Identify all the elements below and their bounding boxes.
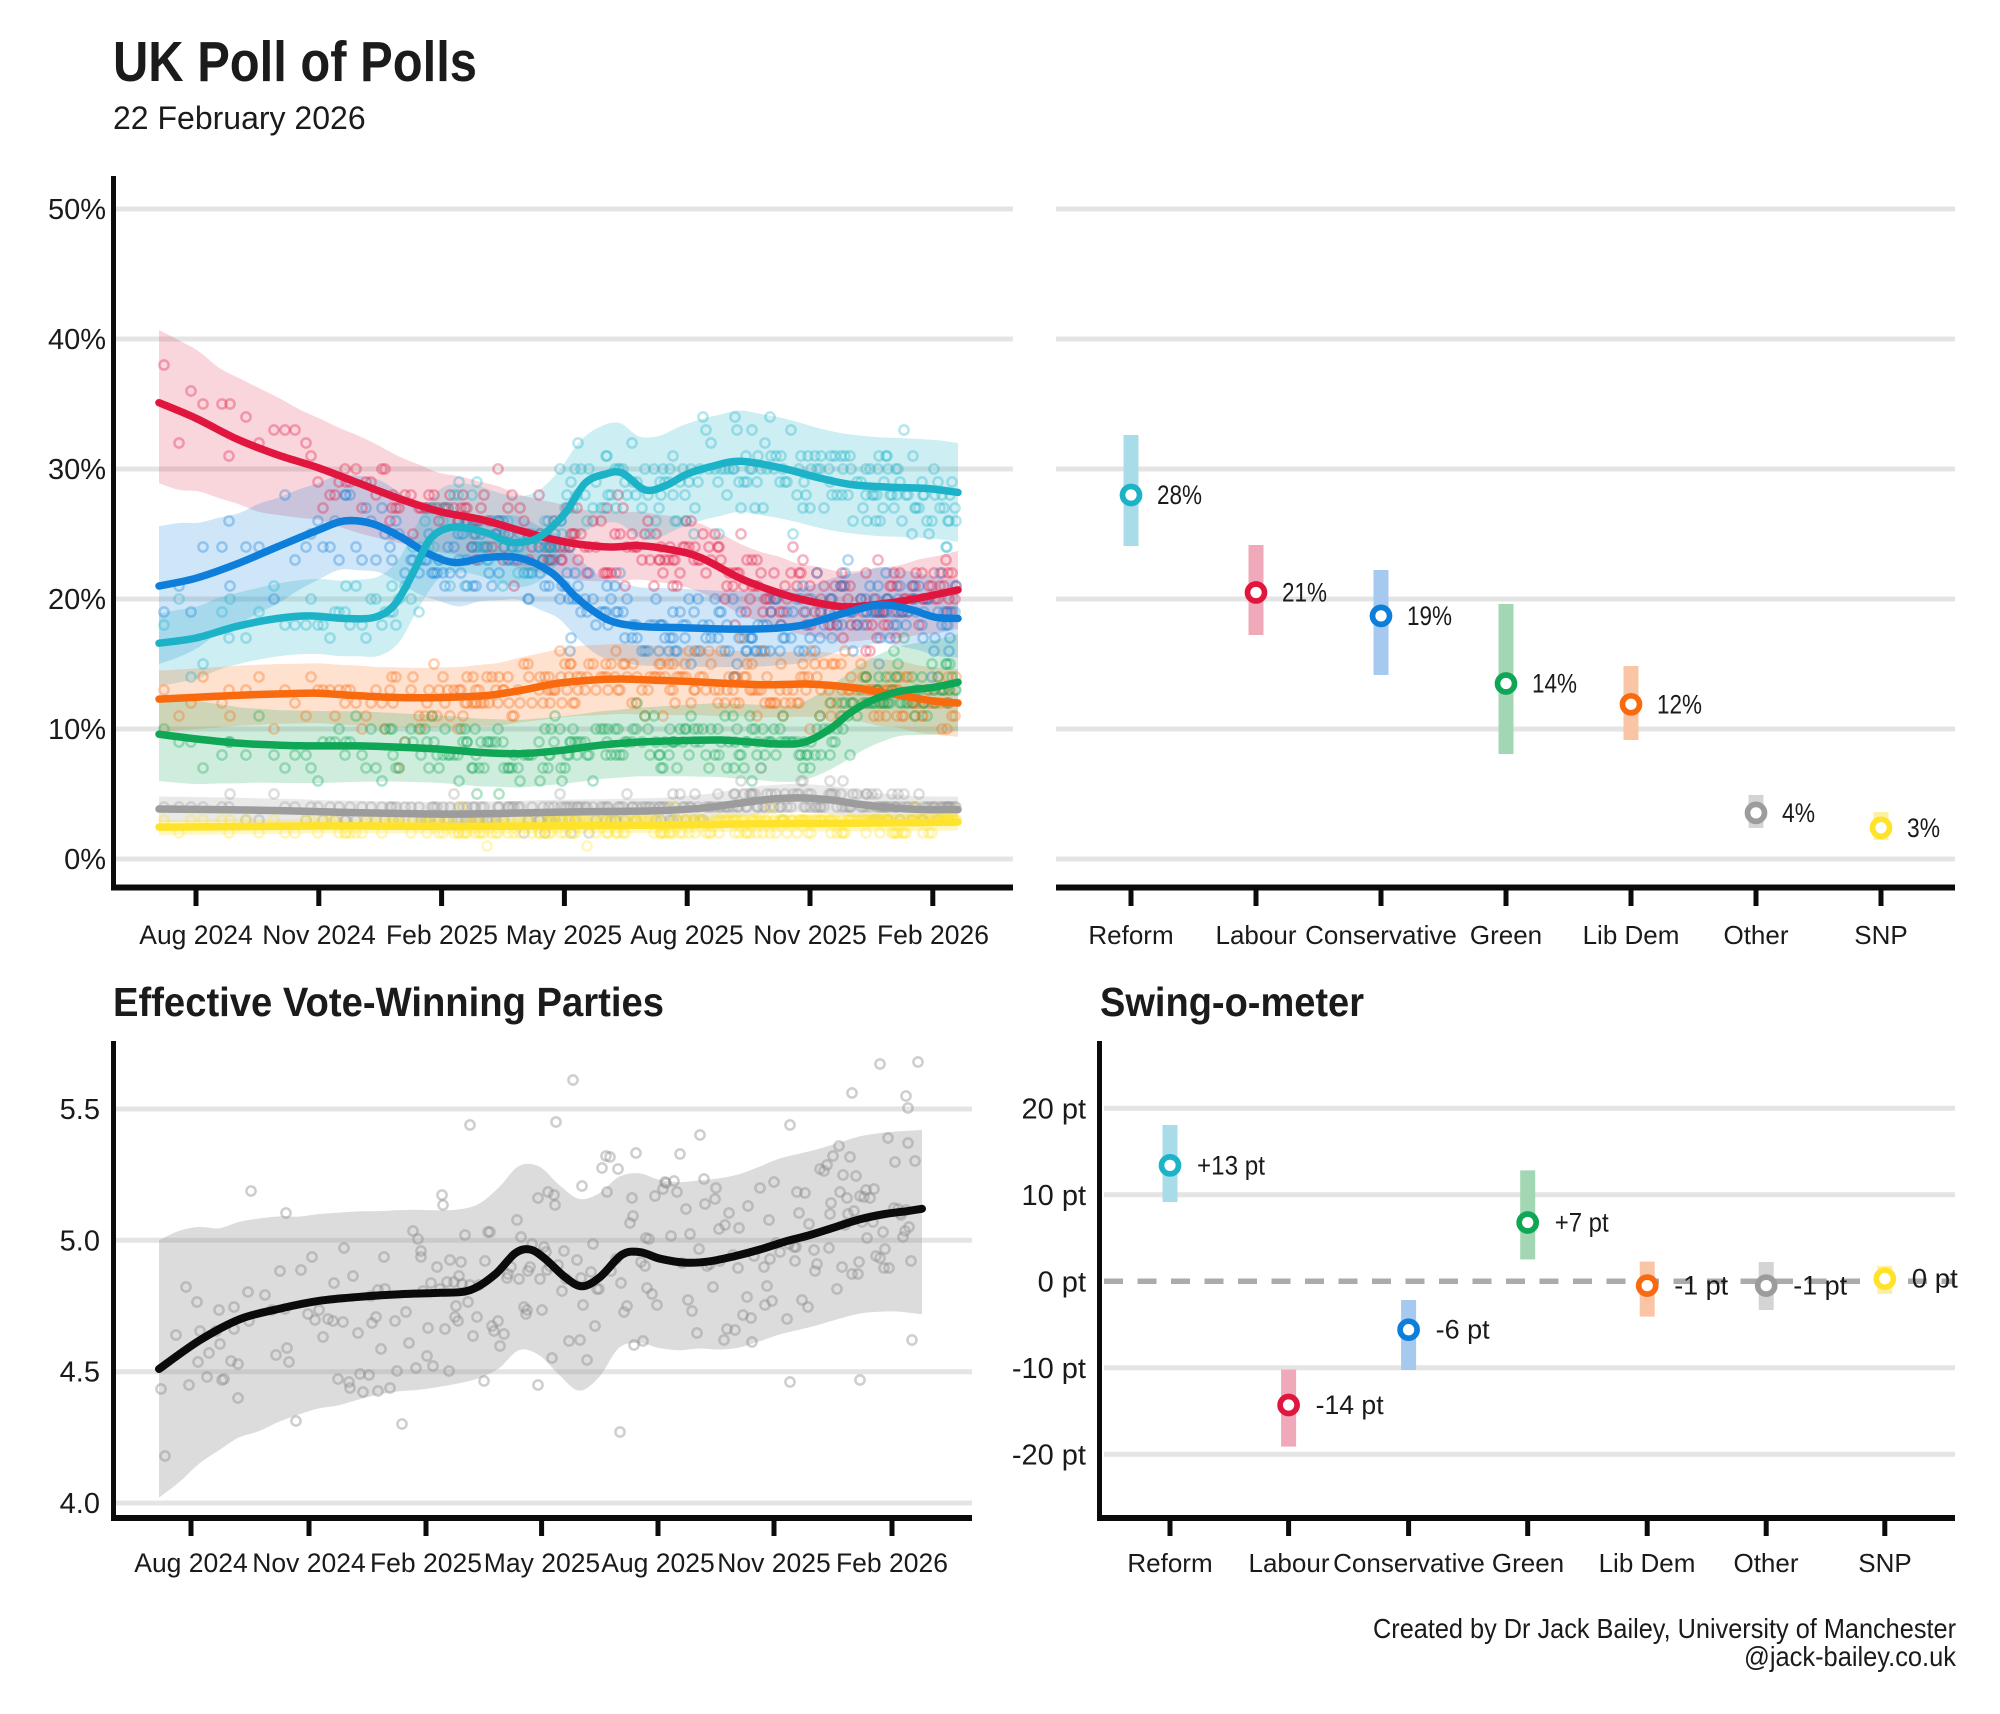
svg-text:Aug 2025: Aug 2025 (601, 1548, 714, 1578)
svg-text:-6 pt: -6 pt (1436, 1315, 1490, 1345)
svg-text:20 pt: 20 pt (1022, 1093, 1087, 1125)
svg-text:-10 pt: -10 pt (1012, 1353, 1086, 1385)
svg-text:Conservative: Conservative (1305, 920, 1457, 950)
svg-text:May 2025: May 2025 (484, 1548, 600, 1578)
svg-text:20%: 20% (48, 584, 106, 616)
svg-text:0 pt: 0 pt (1912, 1264, 1958, 1294)
svg-text:10%: 10% (48, 714, 106, 746)
svg-text:4.0: 4.0 (60, 1488, 100, 1520)
svg-text:Other: Other (1733, 1548, 1798, 1578)
svg-text:12%: 12% (1657, 689, 1702, 719)
svg-text:5.5: 5.5 (60, 1094, 100, 1126)
svg-text:40%: 40% (48, 324, 106, 356)
svg-text:22 February 2026: 22 February 2026 (113, 100, 366, 136)
svg-text:UK Poll of Polls: UK Poll of Polls (113, 30, 477, 94)
svg-text:-1 pt: -1 pt (1674, 1271, 1728, 1301)
svg-text:5.0: 5.0 (60, 1225, 100, 1257)
svg-text:Lib Dem: Lib Dem (1599, 1548, 1696, 1578)
svg-text:-14 pt: -14 pt (1316, 1390, 1384, 1420)
svg-text:Labour: Labour (1216, 920, 1297, 950)
svg-text:Feb 2026: Feb 2026 (836, 1548, 948, 1578)
svg-text:-20 pt: -20 pt (1012, 1439, 1086, 1471)
svg-text:Feb 2026: Feb 2026 (877, 920, 989, 950)
svg-text:4%: 4% (1782, 798, 1815, 828)
svg-text:14%: 14% (1532, 669, 1577, 699)
svg-text:Effective Vote-Winning Parties: Effective Vote-Winning Parties (113, 979, 664, 1025)
svg-text:Reform: Reform (1127, 1548, 1212, 1578)
svg-text:-1 pt: -1 pt (1793, 1271, 1847, 1301)
svg-text:Created by Dr Jack Bailey, Uni: Created by Dr Jack Bailey, University of… (1373, 1613, 1956, 1644)
svg-text:Lib Dem: Lib Dem (1583, 920, 1680, 950)
svg-text:10 pt: 10 pt (1022, 1180, 1087, 1212)
svg-text:0 pt: 0 pt (1038, 1266, 1086, 1298)
svg-text:+7 pt: +7 pt (1555, 1208, 1609, 1238)
svg-text:Labour: Labour (1249, 1548, 1330, 1578)
svg-text:30%: 30% (48, 454, 106, 486)
svg-text:SNP: SNP (1858, 1548, 1911, 1578)
svg-text:Reform: Reform (1088, 920, 1173, 950)
svg-text:28%: 28% (1157, 480, 1202, 510)
svg-text:Feb 2025: Feb 2025 (370, 1548, 482, 1578)
svg-text:Other: Other (1723, 920, 1788, 950)
svg-text:Nov 2024: Nov 2024 (252, 1548, 365, 1578)
svg-text:Nov 2025: Nov 2025 (753, 920, 866, 950)
svg-text:Green: Green (1470, 920, 1542, 950)
svg-text:21%: 21% (1282, 578, 1327, 608)
svg-text:Swing-o-meter: Swing-o-meter (1100, 979, 1364, 1025)
svg-text:SNP: SNP (1854, 920, 1907, 950)
svg-text:@jack-bailey.co.uk: @jack-bailey.co.uk (1744, 1641, 1957, 1672)
svg-text:19%: 19% (1407, 601, 1452, 631)
svg-text:Feb 2025: Feb 2025 (386, 920, 498, 950)
svg-text:0%: 0% (64, 844, 106, 876)
svg-text:3%: 3% (1907, 813, 1940, 843)
svg-text:Aug 2024: Aug 2024 (134, 1548, 247, 1578)
svg-text:Aug 2025: Aug 2025 (630, 920, 743, 950)
svg-text:50%: 50% (48, 194, 106, 226)
svg-text:Conservative: Conservative (1333, 1548, 1485, 1578)
svg-text:Nov 2024: Nov 2024 (262, 920, 375, 950)
svg-text:4.5: 4.5 (60, 1357, 100, 1389)
svg-text:+13 pt: +13 pt (1197, 1150, 1265, 1180)
svg-text:Nov 2025: Nov 2025 (717, 1548, 830, 1578)
svg-text:Aug 2024: Aug 2024 (139, 920, 252, 950)
svg-text:May 2025: May 2025 (506, 920, 622, 950)
svg-text:Green: Green (1492, 1548, 1564, 1578)
